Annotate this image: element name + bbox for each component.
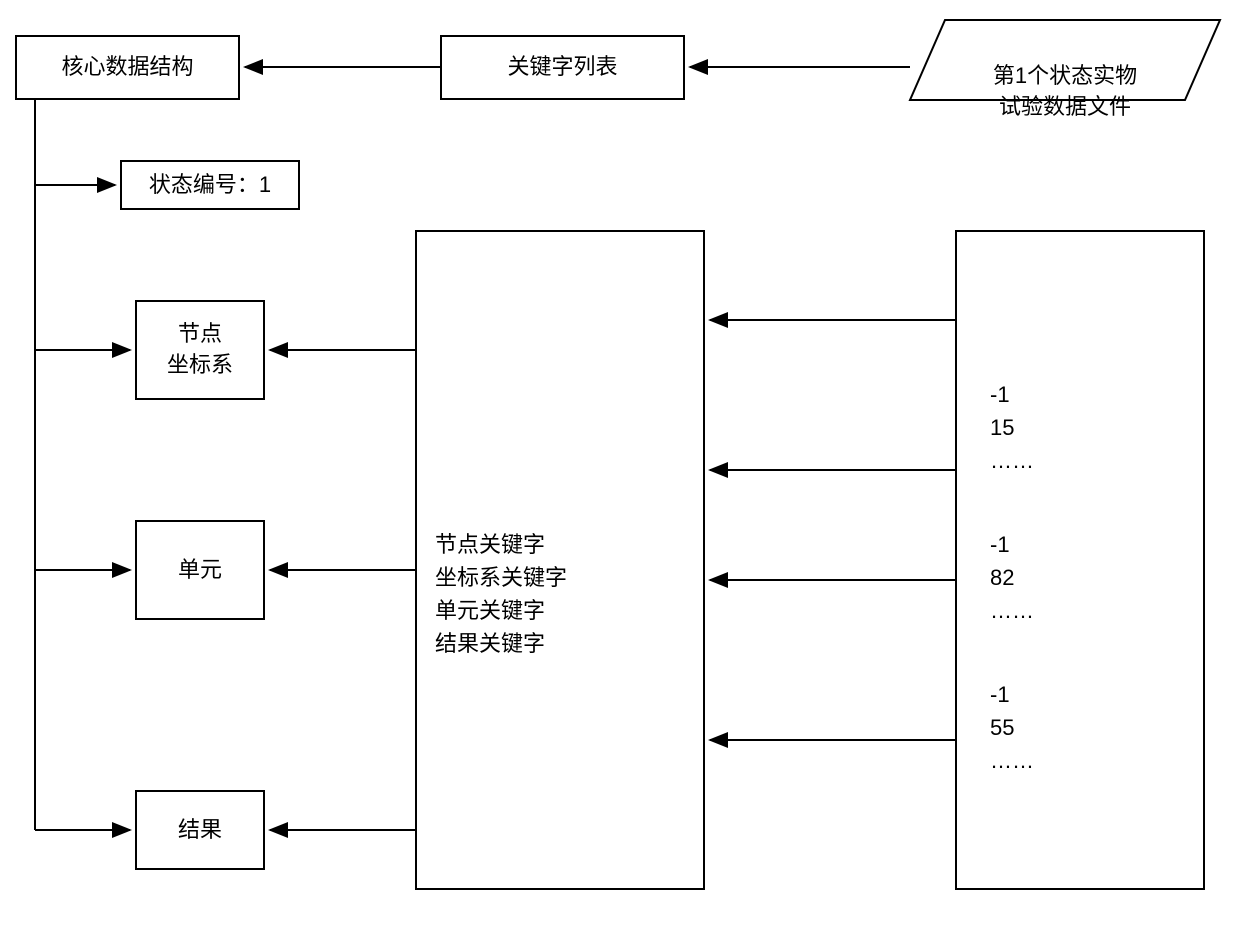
- right-data-block1: -1 15 ……: [990, 345, 1034, 477]
- center-keywords-text: 节点关键字 坐标系关键字 单元关键字 结果关键字: [435, 495, 567, 660]
- file-label: 第1个状态实物 试验数据文件: [993, 63, 1137, 119]
- state-number-box: 状态编号：1: [120, 160, 300, 210]
- keyword-list-label: 关键字列表: [507, 52, 617, 83]
- core-data-struct-box: 核心数据结构: [15, 35, 240, 100]
- node-coord-box: 节点 坐标系: [135, 300, 265, 400]
- result-box: 结果: [135, 790, 265, 870]
- core-data-struct-label: 核心数据结构: [61, 52, 193, 83]
- keyword-list-box: 关键字列表: [440, 35, 685, 100]
- unit-box: 单元: [135, 520, 265, 620]
- result-label: 结果: [178, 815, 222, 846]
- unit-label: 单元: [178, 555, 222, 586]
- right-data-block2: -1 82 ……: [990, 495, 1034, 627]
- state-number-label: 状态编号：1: [149, 170, 271, 201]
- file-parallelogram: 第1个状态实物 试验数据文件: [930, 30, 1200, 122]
- node-coord-label: 节点 坐标系: [167, 319, 233, 381]
- right-data-block3: -1 55 ……: [990, 645, 1034, 777]
